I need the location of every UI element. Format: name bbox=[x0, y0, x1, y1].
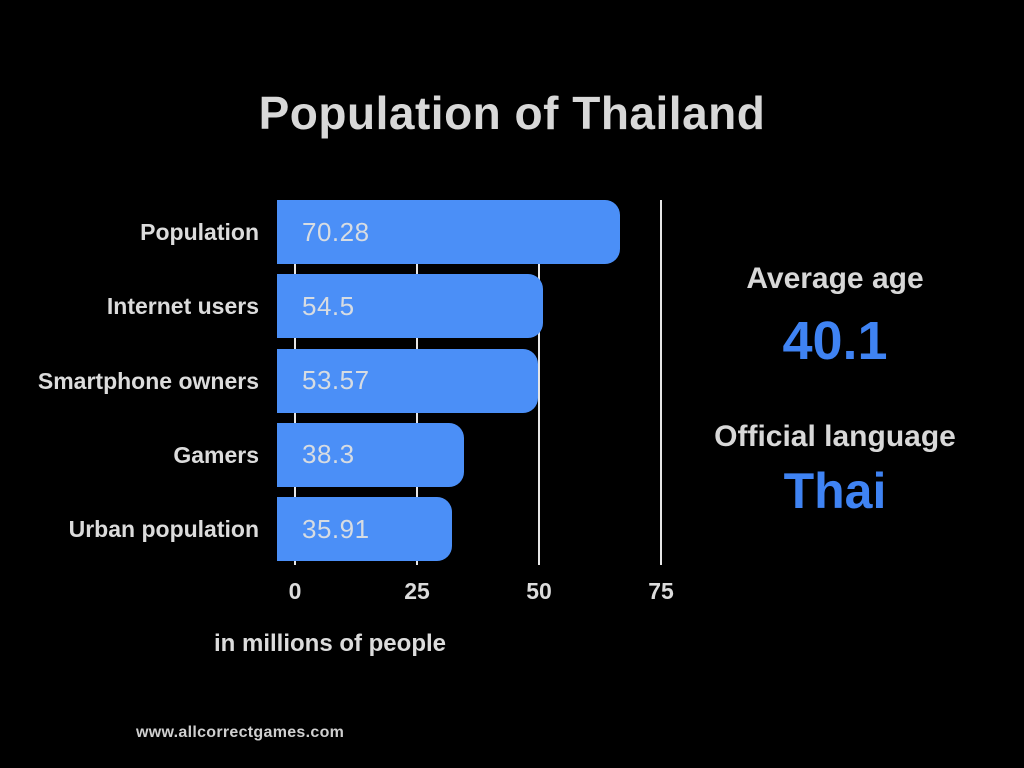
bar-rows: Population 70.28 Internet users 54.5 Smartph… bbox=[20, 200, 700, 562]
x-tick-0: 0 bbox=[288, 578, 302, 604]
bar-row: Urban population 35.91 bbox=[20, 497, 700, 562]
bar-track: 53.57 bbox=[277, 348, 700, 413]
bar-row: Population 70.28 bbox=[20, 200, 700, 264]
chart-title: Population of Thailand bbox=[258, 87, 766, 139]
x-axis-label: in millions of people bbox=[213, 630, 446, 657]
bar-value-label: 38.3 bbox=[302, 439, 355, 470]
bar-value-label: 53.57 bbox=[302, 365, 370, 396]
category-label: Urban population bbox=[68, 516, 259, 543]
bar: 70.28 bbox=[277, 200, 620, 264]
x-tick-75: 75 bbox=[648, 578, 674, 604]
bar: 35.91 bbox=[277, 497, 453, 562]
bar-track: 70.28 bbox=[277, 200, 700, 264]
category-label: Internet users bbox=[106, 293, 259, 320]
bar: 54.5 bbox=[277, 274, 543, 339]
gridline-75 bbox=[660, 200, 662, 565]
gridline-50 bbox=[538, 200, 540, 565]
bar-chart: Population 70.28 Internet users 54.5 Smartph… bbox=[20, 200, 700, 604]
bar-row: Smartphone owners 53.57 bbox=[20, 348, 700, 413]
website-url: www.allcorrectgames.com bbox=[136, 724, 345, 741]
bar: 38.3 bbox=[277, 422, 464, 487]
bar: 53.57 bbox=[277, 348, 539, 413]
x-tick-50: 50 bbox=[526, 578, 552, 604]
category-label: Smartphone owners bbox=[37, 367, 259, 394]
bar-track: 38.3 bbox=[277, 422, 700, 487]
average-age-value: 40.1 bbox=[782, 311, 888, 371]
x-axis: 0 25 50 75 bbox=[289, 578, 675, 608]
bar-value-label: 70.28 bbox=[302, 216, 370, 247]
bar-row: Internet users 54.5 bbox=[20, 274, 700, 339]
official-language-value: Thai bbox=[783, 463, 887, 519]
average-age-label: Average age bbox=[746, 262, 924, 295]
official-language-label: Official language bbox=[714, 420, 956, 453]
x-tick-25: 25 bbox=[404, 578, 430, 604]
bar-track: 54.5 bbox=[277, 274, 700, 339]
bar-value-label: 35.91 bbox=[302, 513, 370, 544]
bar-row: Gamers 38.3 bbox=[20, 422, 700, 487]
category-label: Gamers bbox=[173, 441, 259, 468]
category-label: Population bbox=[140, 219, 259, 245]
bar-value-label: 54.5 bbox=[302, 290, 355, 321]
bar-track: 35.91 bbox=[277, 497, 700, 562]
stats-panel: Average age 40.1 Official language Thai bbox=[680, 262, 990, 520]
